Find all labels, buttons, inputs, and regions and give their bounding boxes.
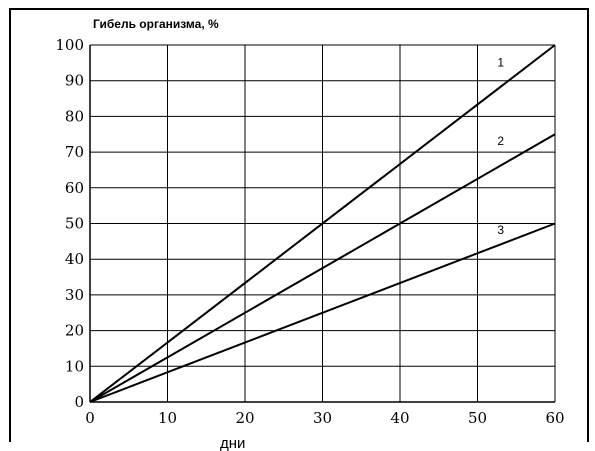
series-lines	[89, 44, 556, 403]
x-tick-label-20: 20	[235, 409, 254, 427]
series-label-3: 3	[497, 223, 504, 237]
y-tick-label-80: 80	[65, 107, 84, 125]
series-label-2: 2	[497, 134, 504, 148]
series-label-1: 1	[497, 55, 504, 69]
y-tick-label-60: 60	[65, 179, 84, 197]
x-tick-label-30: 30	[313, 409, 332, 427]
chart-border	[9, 8, 589, 442]
y-tick-label-90: 90	[65, 72, 84, 90]
y-tick-label-40: 40	[65, 250, 84, 268]
y-tick-label-30: 30	[65, 286, 84, 304]
x-tick-label-0: 0	[85, 409, 95, 427]
y-tick-label-10: 10	[65, 357, 84, 375]
axes	[89, 45, 555, 403]
series-labels: 1 2 3	[497, 55, 504, 237]
x-tick-labels: 0 10 20 30 40 50 60	[85, 409, 564, 427]
series-line-1	[89, 44, 556, 403]
x-tick-label-60: 60	[545, 409, 564, 427]
y-tick-label-20: 20	[65, 322, 84, 340]
x-axis-label: дни	[220, 435, 245, 451]
x-tick-label-50: 50	[468, 409, 487, 427]
y-tick-label-50: 50	[65, 215, 84, 233]
y-tick-label-70: 70	[65, 143, 84, 161]
series-line-2	[89, 133, 556, 403]
y-tick-label-100: 100	[55, 36, 84, 54]
series-line-3	[89, 222, 556, 403]
y-tick-label-0: 0	[74, 393, 84, 411]
y-axis-label: Гибель организма, %	[93, 17, 219, 31]
x-tick-label-40: 40	[390, 409, 409, 427]
y-tick-labels: 0 10 20 30 40 50 60 70 80 90 100	[55, 36, 84, 411]
x-tick-label-10: 10	[158, 409, 177, 427]
